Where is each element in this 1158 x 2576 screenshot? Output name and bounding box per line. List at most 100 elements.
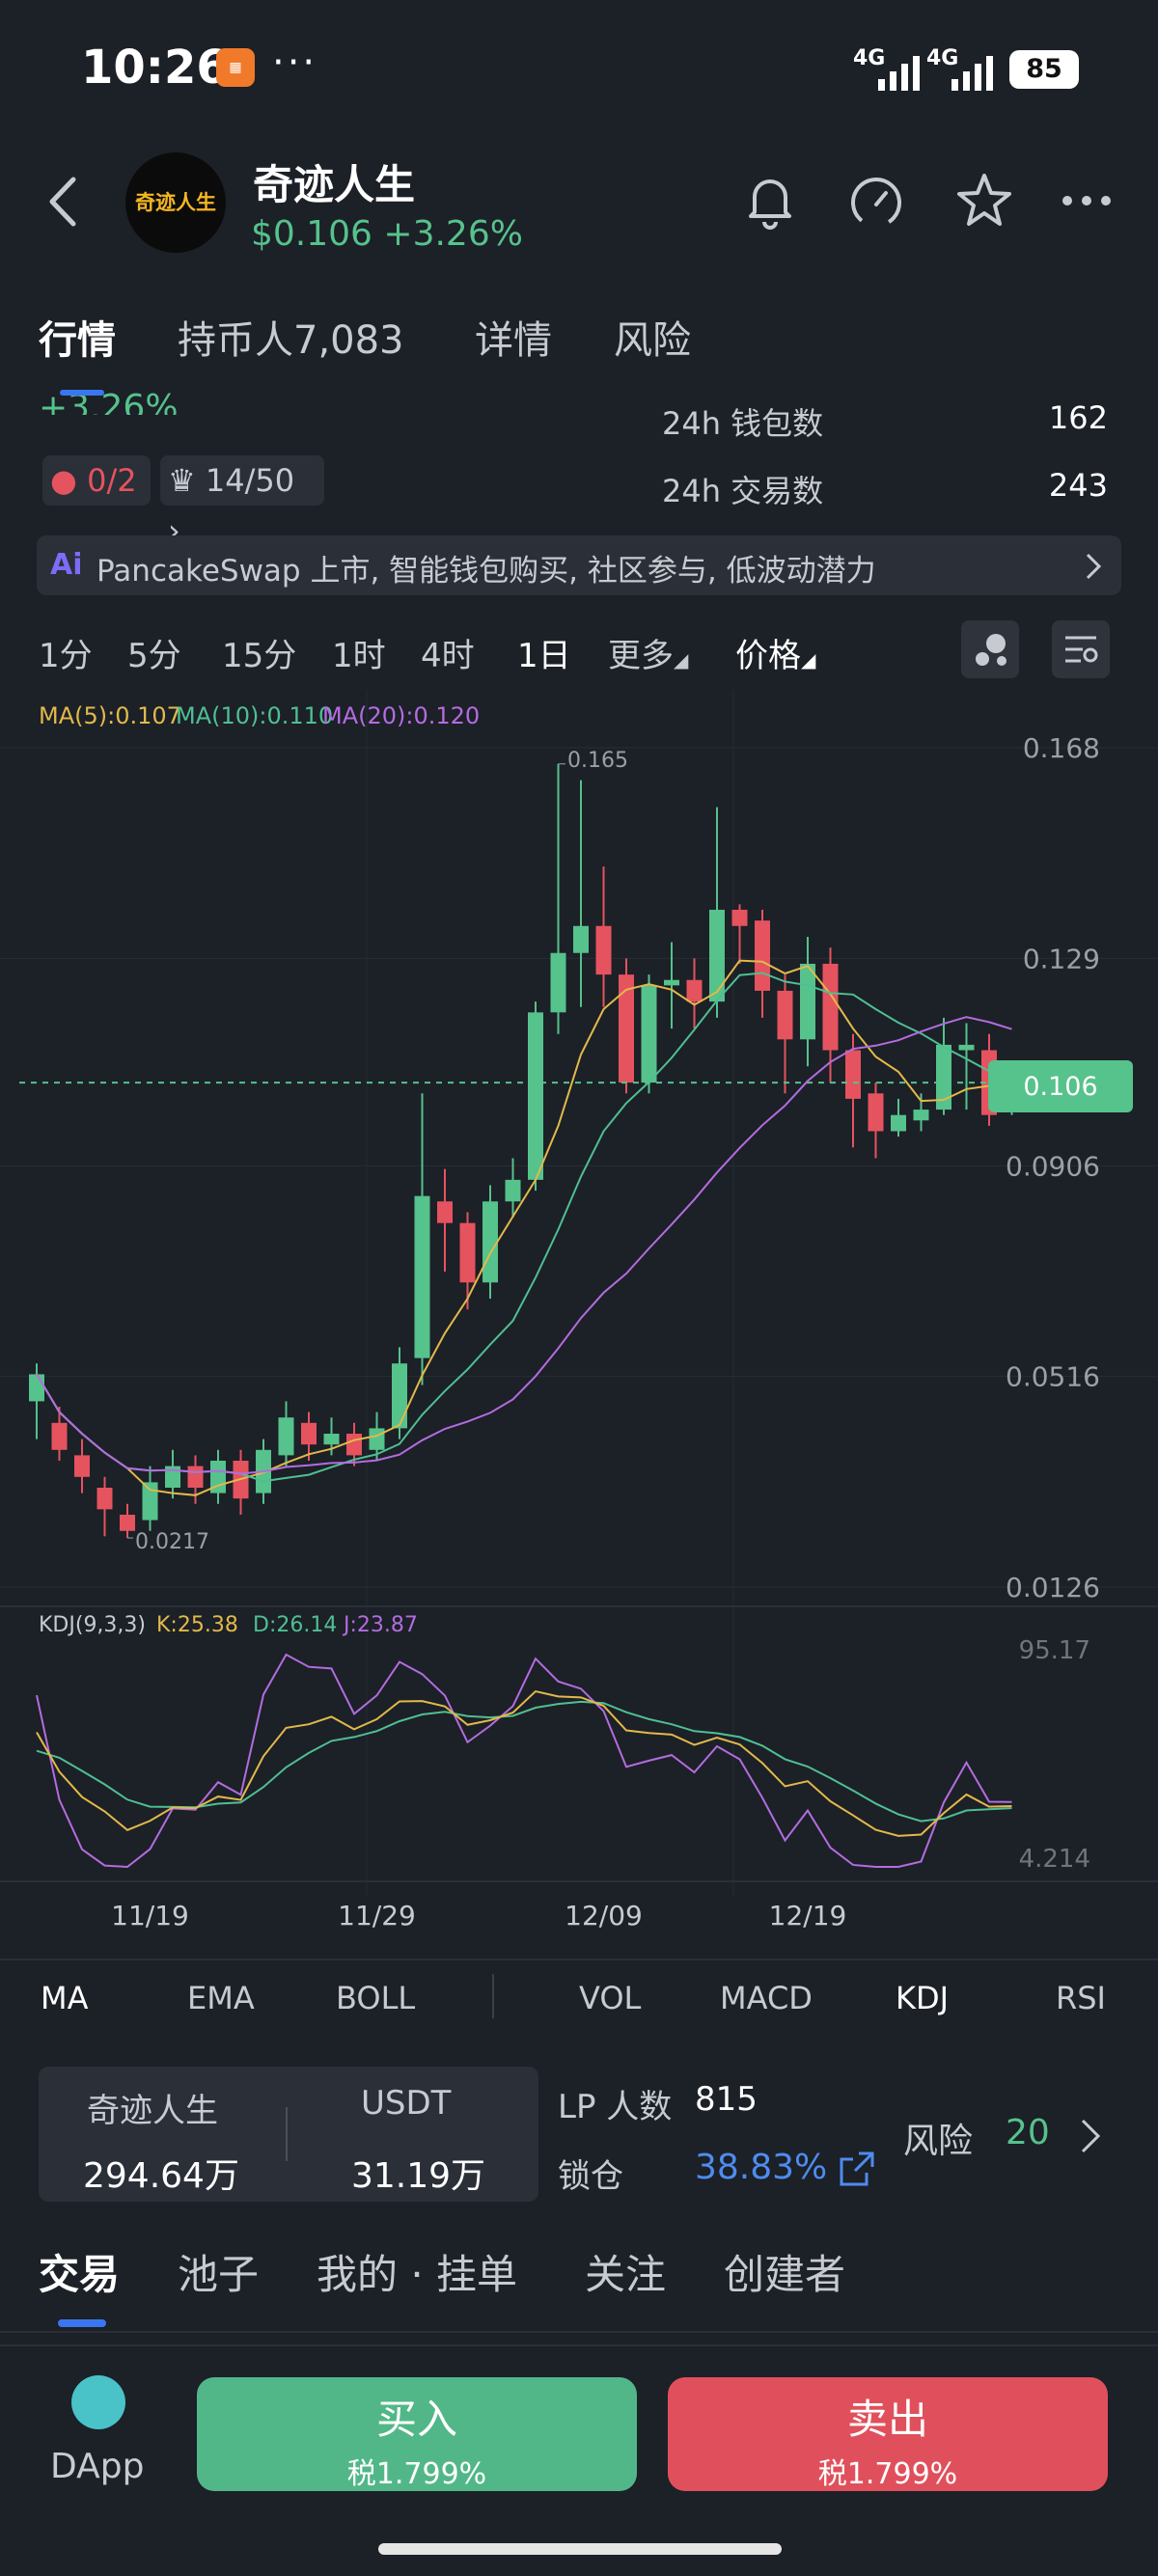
usdt-reserve-label: USDT <box>361 2084 452 2123</box>
tab-details[interactable]: 详情 <box>475 318 552 363</box>
candle-body <box>437 1201 453 1223</box>
date-axis: 11/19 11/29 12/09 12/19 <box>111 1900 846 1932</box>
candle-body <box>278 1417 294 1456</box>
usdt-reserve-value: 31.19万 <box>351 2156 486 2196</box>
candle-body <box>29 1374 44 1402</box>
ma5-line <box>36 959 1012 1496</box>
risk-label[interactable]: 风险 <box>903 2122 974 2161</box>
buy-tax: 税1.799% <box>346 2457 487 2491</box>
token-name: 奇迹人生 <box>253 161 416 208</box>
interval-1m[interactable]: 1分 <box>39 637 93 675</box>
indicator-rsi[interactable]: RSI <box>1056 1980 1106 2016</box>
candle-body <box>958 1044 975 1051</box>
ai-summary-banner[interactable] <box>37 535 1121 595</box>
money-bag-pill[interactable]: ● 0/2 <box>42 455 151 506</box>
money-bag-icon: ● <box>50 462 77 499</box>
sell-button[interactable]: 卖出 税1.799% <box>668 2377 1108 2491</box>
candle-body <box>459 1222 476 1283</box>
drawing-tool-button[interactable] <box>961 620 1019 678</box>
price-axis: 0.168 0.129 0.0906 0.0516 0.0126 <box>1006 732 1100 1603</box>
buy-label: 买入 <box>375 2396 457 2443</box>
date-tick-label: 11/29 <box>338 1900 416 1932</box>
candle-body <box>414 1195 430 1358</box>
divider <box>492 1974 494 2018</box>
lock-value[interactable]: 38.83% <box>695 2148 828 2187</box>
wallets-24h-label: 24h 钱包数 <box>662 405 824 442</box>
tab-creator[interactable]: 创建者 <box>724 2251 846 2298</box>
price-axis-label: 0.0516 <box>1006 1361 1100 1393</box>
trades-24h-label: 24h 交易数 <box>662 473 824 509</box>
indicator-kdj[interactable]: KDJ <box>896 1980 950 2016</box>
indicator-boll[interactable]: BOLL <box>336 1980 416 2016</box>
ai-summary-text: PancakeSwap 上市, 智能钱包购买, 社区参与, 低波动潜力 <box>96 554 876 589</box>
interval-5m[interactable]: 5分 <box>127 637 181 675</box>
candle-body <box>664 979 679 986</box>
candle-body <box>528 1012 543 1180</box>
date-tick-label: 12/09 <box>565 1900 643 1932</box>
candle-body <box>868 1093 884 1132</box>
crown-pill[interactable]: ♛ 14/50 › <box>160 455 324 549</box>
tab-trades[interactable]: 交易 <box>39 2251 121 2298</box>
interval-15m[interactable]: 15分 <box>222 637 297 675</box>
candle-body <box>74 1455 90 1477</box>
kdj-min-label: 4.214 <box>1019 1845 1090 1874</box>
candle-body <box>619 974 634 1083</box>
candle-body <box>369 1428 385 1450</box>
tab-risk[interactable]: 风险 <box>614 318 691 363</box>
gauge-icon[interactable] <box>845 170 907 232</box>
chart-settings-button[interactable] <box>1052 620 1110 678</box>
date-tick-label: 12/19 <box>769 1900 847 1932</box>
tab-pools[interactable]: 池子 <box>178 2251 260 2298</box>
risk-value[interactable]: 20 <box>1006 2113 1050 2152</box>
lock-label: 锁仓 <box>558 2157 623 2196</box>
more-options-icon[interactable] <box>1056 170 1117 232</box>
price-type-select[interactable]: 价格◢ <box>735 629 815 676</box>
indicator-vol[interactable]: VOL <box>579 1980 642 2016</box>
money-bag-count: 0/2 <box>87 462 137 499</box>
settings-sliders-icon <box>1065 636 1098 663</box>
price-type-label: 价格 <box>735 637 801 675</box>
kdj-d-line <box>36 1700 1012 1822</box>
sell-label: 卖出 <box>846 2396 928 2443</box>
tab-holders[interactable]: 持币人7,083 <box>178 318 404 363</box>
candle-body <box>120 1514 135 1531</box>
tab-watchlist[interactable]: 关注 <box>585 2251 667 2298</box>
indicator-ma[interactable]: MA <box>41 1980 89 2016</box>
candle-body <box>891 1114 906 1132</box>
crown-count: 14/50 <box>205 462 295 499</box>
star-icon[interactable] <box>953 170 1015 232</box>
token-reserve-label: 奇迹人生 <box>87 2092 218 2130</box>
kdj-d-label: D:26.14 <box>253 1613 337 1637</box>
external-link-icon[interactable] <box>838 2150 876 2188</box>
tab-market[interactable]: 行情 <box>39 318 116 363</box>
back-arrow-icon[interactable] <box>46 176 79 228</box>
interval-1h[interactable]: 1时 <box>332 637 386 675</box>
price-axis-label: 0.129 <box>1023 943 1100 974</box>
candle-body <box>709 909 725 1002</box>
indicator-ema[interactable]: EMA <box>187 1980 255 2016</box>
sell-tax: 税1.799% <box>817 2457 958 2491</box>
tab-my-orders[interactable]: 我的 · 挂单 <box>317 2251 518 2298</box>
candle-body <box>187 1466 204 1488</box>
chevron-right-icon[interactable] <box>1079 2117 1102 2155</box>
buy-button[interactable]: 买入 税1.799% <box>197 2377 637 2491</box>
more-status-icon: ··· <box>272 41 318 85</box>
signal-bars-icon-2 <box>951 56 993 91</box>
signal-bars-icon-1 <box>878 56 920 91</box>
dapp-label[interactable]: DApp <box>50 2447 145 2486</box>
signal-4g-label-1: 4G <box>853 46 886 70</box>
candle-body <box>755 920 770 991</box>
home-indicator[interactable] <box>378 2543 782 2555</box>
interval-1d[interactable]: 1日 <box>517 637 571 675</box>
indicator-macd[interactable]: MACD <box>720 1980 813 2016</box>
interval-more[interactable]: 更多◢ <box>608 629 688 676</box>
liquidity-card <box>39 2067 538 2202</box>
candle-body <box>777 990 793 1040</box>
token-change: +3.26% <box>383 214 523 254</box>
interval-4h[interactable]: 4时 <box>421 637 475 675</box>
date-tick-label: 11/19 <box>111 1900 189 1932</box>
bell-icon[interactable] <box>739 170 801 232</box>
pancakeswap-bunny-icon[interactable] <box>71 2375 125 2429</box>
candle-body <box>142 1482 158 1521</box>
